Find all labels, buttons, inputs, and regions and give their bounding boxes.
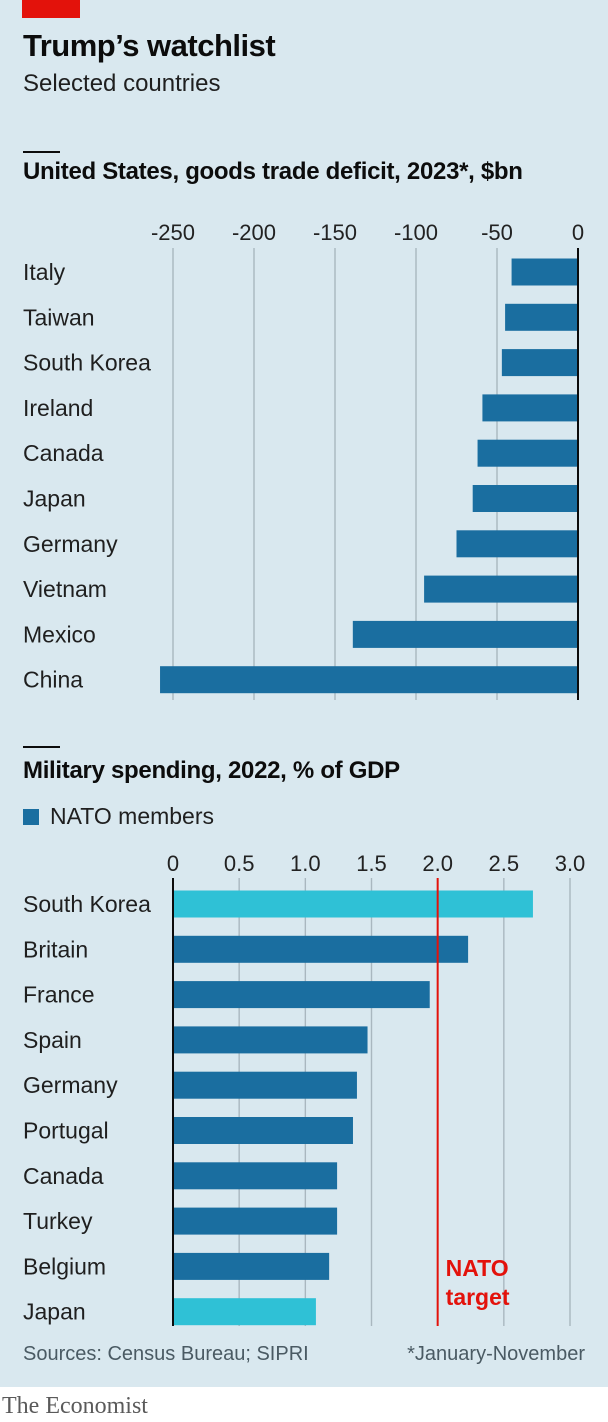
trade-tick-label: -100 bbox=[394, 220, 438, 245]
trade-tick-label: 0 bbox=[572, 220, 584, 245]
trade-category-label: Taiwan bbox=[23, 304, 95, 330]
sources-note: Sources: Census Bureau; SIPRI bbox=[23, 1343, 309, 1365]
nato-target-label: NATO bbox=[446, 1255, 509, 1281]
military-category-label: Canada bbox=[23, 1163, 104, 1189]
brand-red-tag bbox=[22, 0, 80, 18]
military-category-label: Spain bbox=[23, 1027, 82, 1053]
military-bar-turkey bbox=[173, 1207, 338, 1235]
trade-category-label: South Korea bbox=[23, 350, 151, 376]
trade-category-label: Vietnam bbox=[23, 576, 107, 602]
trade-bar-germany bbox=[456, 530, 578, 558]
trade-bar-china bbox=[160, 666, 579, 694]
trade-bar-south-korea bbox=[501, 349, 578, 377]
trade-category-label: Italy bbox=[23, 259, 66, 285]
chart-title: Trump’s watchlist bbox=[23, 28, 276, 63]
military-chart-title: Military spending, 2022, % of GDP bbox=[23, 757, 400, 784]
trade-category-label: Germany bbox=[23, 531, 118, 557]
military-bar-spain bbox=[173, 1026, 368, 1054]
trade-category-label: Japan bbox=[23, 486, 86, 512]
trade-bar-canada bbox=[477, 439, 578, 467]
trade-bar-italy bbox=[511, 258, 578, 286]
legend-label-nato: NATO members bbox=[50, 803, 215, 829]
section-rule-military bbox=[23, 746, 60, 748]
section-rule-trade bbox=[23, 151, 60, 153]
trade-category-label: Mexico bbox=[23, 621, 96, 647]
military-category-label: Turkey bbox=[23, 1208, 93, 1234]
trade-chart-title: United States, goods trade deficit, 2023… bbox=[23, 158, 523, 185]
trade-tick-label: -150 bbox=[313, 220, 357, 245]
military-category-label: Portugal bbox=[23, 1118, 109, 1144]
trade-category-label: China bbox=[23, 667, 83, 693]
military-category-label: Belgium bbox=[23, 1253, 106, 1279]
chart-subtitle: Selected countries bbox=[23, 70, 221, 97]
military-tick-label: 2.5 bbox=[489, 851, 520, 876]
military-tick-label: 0 bbox=[167, 851, 179, 876]
military-tick-label: 0.5 bbox=[224, 851, 255, 876]
legend-swatch-nato bbox=[23, 809, 39, 825]
military-bar-portugal bbox=[173, 1117, 353, 1144]
trade-tick-label: -200 bbox=[232, 220, 276, 245]
military-bar-japan bbox=[173, 1298, 316, 1326]
military-category-label: Japan bbox=[23, 1299, 86, 1325]
military-bar-south-korea bbox=[173, 890, 533, 918]
military-spending-chart: 0 0.5 1.0 1.5 2.0 2.5 3.0 South Korea Britain Fra… bbox=[23, 851, 586, 1326]
military-tick-label: 1.0 bbox=[290, 851, 321, 876]
military-category-label: South Korea bbox=[23, 891, 151, 917]
trade-bar-vietnam bbox=[424, 575, 578, 603]
economist-logo: The Economist bbox=[2, 1393, 148, 1419]
trade-tick-label: -250 bbox=[151, 220, 195, 245]
military-category-label: Germany bbox=[23, 1072, 118, 1098]
military-bar-belgium bbox=[173, 1252, 330, 1280]
military-tick-label: 1.5 bbox=[356, 851, 387, 876]
trade-bar-ireland bbox=[482, 394, 578, 422]
footnote: *January-November bbox=[407, 1343, 585, 1365]
trade-bar-taiwan bbox=[505, 303, 578, 331]
military-category-label: Britain bbox=[23, 936, 88, 962]
military-bar-france bbox=[173, 981, 430, 1009]
nato-target-label: target bbox=[446, 1284, 510, 1310]
trade-bar-japan bbox=[472, 485, 578, 512]
trade-tick-label: -50 bbox=[481, 220, 513, 245]
chart-panel: Trump’s watchlist Selected countries Uni… bbox=[0, 0, 608, 1387]
trade-bar-mexico bbox=[352, 620, 578, 648]
military-bar-britain bbox=[173, 935, 469, 963]
military-tick-label: 3.0 bbox=[555, 851, 586, 876]
military-category-label: France bbox=[23, 982, 95, 1008]
trade-category-label: Canada bbox=[23, 440, 104, 466]
military-tick-label: 2.0 bbox=[422, 851, 453, 876]
trade-deficit-chart: -250 -200 -150 -100 -50 0 Italy Taiwan South Kor… bbox=[23, 220, 584, 700]
military-bar-canada bbox=[173, 1162, 338, 1190]
military-bar-germany bbox=[173, 1071, 357, 1099]
trade-category-label: Ireland bbox=[23, 395, 93, 421]
